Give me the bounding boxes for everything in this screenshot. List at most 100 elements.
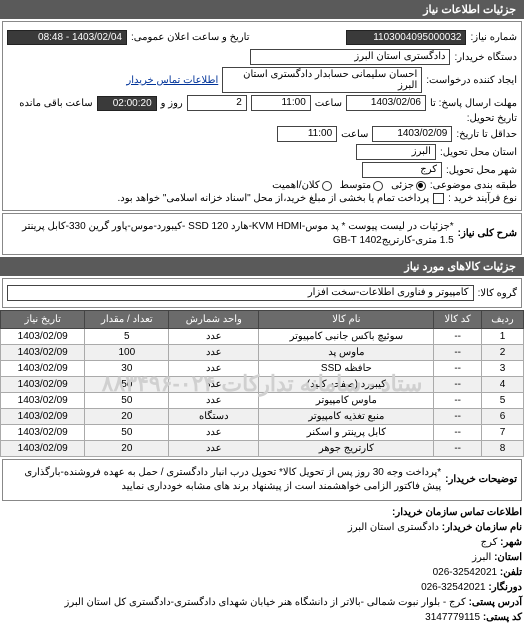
table-header-cell: واحد شمارش xyxy=(169,311,259,329)
province-field: البرز xyxy=(356,144,436,160)
table-row: 5--ماوس کامپیوترعدد501403/02/09 xyxy=(1,393,524,409)
table-cell: -- xyxy=(434,441,482,457)
deadline-label: حداقل تا تاریخ: xyxy=(456,129,517,140)
buyer-note-box: توضیحات خریدار: *پرداخت وجه 30 روز پس از… xyxy=(2,459,522,501)
pub-time-field: 1403/02/04 - 08:48 xyxy=(7,30,127,45)
page-header: جزئیات اطلاعات نیاز xyxy=(0,0,524,19)
deadline2-time: 11:00 xyxy=(277,126,337,142)
table-header-cell: تاریخ نیاز xyxy=(1,311,85,329)
radio-medium[interactable]: متوسط xyxy=(340,180,383,191)
remain-suffix: ساعت باقی مانده xyxy=(19,98,92,109)
contact-address: کرج - بلوار نبوت شمالی -بالاتر از دانشگا… xyxy=(65,597,466,608)
table-header-cell: ردیف xyxy=(481,311,523,329)
radio-dot xyxy=(322,181,332,191)
table-cell: عدد xyxy=(169,329,259,345)
table-cell: عدد xyxy=(169,377,259,393)
table-cell: کابل پرینتر و اسکنر xyxy=(259,425,434,441)
table-cell: 1403/02/09 xyxy=(1,345,85,361)
table-cell: 20 xyxy=(85,441,169,457)
table-cell: حافظه SSD xyxy=(259,361,434,377)
table-cell: 1403/02/09 xyxy=(1,393,85,409)
deadline2-date: 1403/02/09 xyxy=(372,126,452,142)
table-cell: ماوس پد xyxy=(259,345,434,361)
table-cell: -- xyxy=(434,345,482,361)
contact-fax: 32542021-026 xyxy=(421,582,486,593)
buyer-org-label: دستگاه خریدار: xyxy=(454,52,517,63)
table-cell: عدد xyxy=(169,345,259,361)
desc-label: شرح کلی نیاز: xyxy=(458,227,517,241)
contact-phone-label: تلفن: xyxy=(500,567,522,578)
remain-days: 2 xyxy=(187,95,247,111)
table-cell: دستگاه xyxy=(169,409,259,425)
table-cell: 7 xyxy=(481,425,523,441)
table-cell: منبع تغذیه کامپیوتر xyxy=(259,409,434,425)
radio-dot xyxy=(373,181,383,191)
contact-city: کرج xyxy=(481,537,498,548)
table-cell: 3 xyxy=(481,361,523,377)
desc-text: *جزئیات در لیست پیوست * پد موس-KVM HDMI-… xyxy=(7,220,454,248)
province-label: استان محل تحویل: xyxy=(440,147,517,158)
contact-org: دادگستری استان البرز xyxy=(348,522,439,533)
contact-address-label: آدرس پستی: xyxy=(469,597,522,608)
table-cell: عدد xyxy=(169,361,259,377)
delivery-date-label: تاریخ تحویل: xyxy=(467,113,517,124)
deadline-time: 11:00 xyxy=(251,95,311,111)
table-cell: عدد xyxy=(169,441,259,457)
group-label: گروه کالا: xyxy=(478,288,517,299)
radio-partial[interactable]: جزئی xyxy=(391,180,426,191)
table-row: 4--کیبورد (صفحه کلید)عدد501403/02/09 xyxy=(1,377,524,393)
table-cell: 1403/02/09 xyxy=(1,441,85,457)
contact-postal: 3147779115 xyxy=(425,612,480,623)
contact-fax-label: دورنگار: xyxy=(488,582,522,593)
requester-field: احسان سلیمانی حسابدار دادگستری استان الب… xyxy=(222,67,422,93)
group-field: کامپیوتر و فناوری اطلاعات-سخت افزار xyxy=(7,285,474,301)
contact-phone: 32542021-026 xyxy=(433,567,498,578)
table-cell: 20 xyxy=(85,409,169,425)
table-row: 2--ماوس پدعدد1001403/02/09 xyxy=(1,345,524,361)
table-container: ستاد - سامانه تدارکات ۰۲۴-۸۸۳۴۹۶ ردیفکد … xyxy=(0,310,524,457)
city-label: شهر محل تحویل: xyxy=(446,165,517,176)
table-cell: سوئیچ باکس جانبی کامپیوتر xyxy=(259,329,434,345)
req-no-label: شماره نیاز: xyxy=(470,32,517,43)
contact-province: البرز xyxy=(472,552,491,563)
payment-checkbox[interactable] xyxy=(433,193,444,204)
goods-header: جزئیات کالاهای مورد نیاز xyxy=(0,257,524,276)
table-row: 8--کارتریج جوهرعدد201403/02/09 xyxy=(1,441,524,457)
buyer-note-text: *پرداخت وجه 30 روز پس از تحویل کالا* تحو… xyxy=(7,466,441,494)
table-cell: 1403/02/09 xyxy=(1,361,85,377)
table-header-cell: تعداد / مقدار xyxy=(85,311,169,329)
table-cell: -- xyxy=(434,377,482,393)
table-cell: -- xyxy=(434,361,482,377)
table-cell: 50 xyxy=(85,393,169,409)
goods-section: گروه کالا: کامپیوتر و فناوری اطلاعات-سخت… xyxy=(2,278,522,308)
table-header-cell: کد کالا xyxy=(434,311,482,329)
radio-important[interactable]: کلان/اهمیت xyxy=(272,180,332,191)
table-cell: 6 xyxy=(481,409,523,425)
deadline-date: 1403/02/06 xyxy=(346,95,426,111)
table-cell: 50 xyxy=(85,425,169,441)
table-cell: ماوس کامپیوتر xyxy=(259,393,434,409)
budget-label: طبقه بندی موضوعی: xyxy=(430,180,517,191)
contact-province-label: استان: xyxy=(494,552,522,563)
req-no-field: 1103004095000032 xyxy=(346,30,466,45)
table-cell: 100 xyxy=(85,345,169,361)
deadline-send-label: مهلت ارسال پاسخ: تا xyxy=(430,98,517,109)
table-cell: 1403/02/09 xyxy=(1,425,85,441)
table-cell: 5 xyxy=(481,393,523,409)
table-row: 6--منبع تغذیه کامپیوتردستگاه201403/02/09 xyxy=(1,409,524,425)
table-cell: عدد xyxy=(169,393,259,409)
buyer-note-label: توضیحات خریدار: xyxy=(445,473,517,487)
table-body: 1--سوئیچ باکس جانبی کامپیوترعدد51403/02/… xyxy=(1,329,524,457)
requester-label: ایجاد کننده درخواست: xyxy=(426,75,517,86)
time-label-1: ساعت xyxy=(315,98,342,109)
contact-link[interactable]: اطلاعات تماس خریدار xyxy=(126,75,218,86)
contact-section: اطلاعات تماس سازمان خریدار: نام سازمان خ… xyxy=(2,505,522,625)
radio-dot-checked xyxy=(416,181,426,191)
remain-label: روز و xyxy=(161,98,183,109)
pub-time-label: تاریخ و ساعت اعلان عمومی: xyxy=(131,32,250,43)
table-header-row: ردیفکد کالانام کالاواحد شمارشتعداد / مقد… xyxy=(1,311,524,329)
table-cell: کارتریج جوهر xyxy=(259,441,434,457)
table-cell: -- xyxy=(434,329,482,345)
remain-time: 02:00:20 xyxy=(97,96,157,111)
goods-table: ردیفکد کالانام کالاواحد شمارشتعداد / مقد… xyxy=(0,310,524,457)
